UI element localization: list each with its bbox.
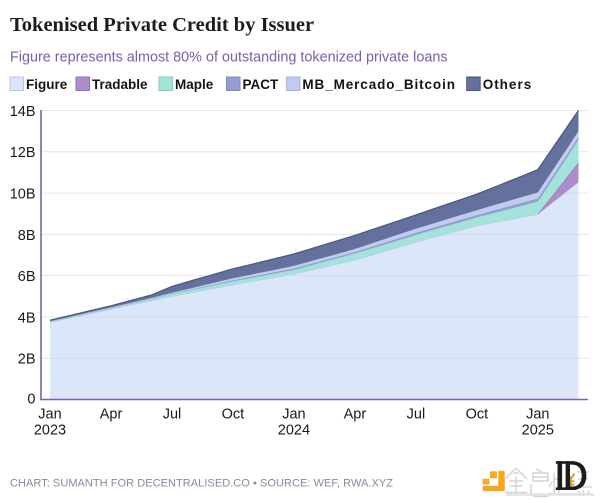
svg-text:2B: 2B xyxy=(18,352,36,368)
svg-text:6B: 6B xyxy=(18,269,36,285)
svg-text:2025: 2025 xyxy=(522,423,554,439)
svg-text:12B: 12B xyxy=(10,145,36,161)
svg-text:Jul: Jul xyxy=(163,407,182,423)
svg-text:4B: 4B xyxy=(18,310,36,326)
svg-text:Oct: Oct xyxy=(222,407,245,423)
svg-text:Oct: Oct xyxy=(466,407,489,423)
svg-text:2024: 2024 xyxy=(278,423,310,439)
svg-text:Jul: Jul xyxy=(407,407,426,423)
svg-text:Maple: Maple xyxy=(175,77,214,92)
svg-text:Jan: Jan xyxy=(526,407,549,423)
svg-text:Tokenised Private Credit by Is: Tokenised Private Credit by Issuer xyxy=(10,14,314,36)
svg-text:Figure: Figure xyxy=(26,77,68,92)
svg-text:Tradable: Tradable xyxy=(92,77,148,92)
svg-text:10B: 10B xyxy=(10,187,36,203)
svg-text:Apr: Apr xyxy=(100,407,123,423)
svg-text:0: 0 xyxy=(27,392,35,408)
svg-text:Figure represents almost 80% o: Figure represents almost 80% of outstand… xyxy=(10,50,448,66)
svg-text:Jan: Jan xyxy=(38,407,61,423)
svg-text:2023: 2023 xyxy=(34,423,66,439)
svg-text:CHART: SUMANTH FOR DECENTRALIS: CHART: SUMANTH FOR DECENTRALISED.CO • SO… xyxy=(10,478,393,490)
svg-text:Apr: Apr xyxy=(344,407,367,423)
svg-text:MB_Mercado_Bitcoin: MB_Mercado_Bitcoin xyxy=(302,77,455,92)
svg-text:14B: 14B xyxy=(10,104,36,120)
svg-text:Others: Others xyxy=(483,77,533,92)
svg-text:PACT: PACT xyxy=(243,77,280,92)
svg-text:Jan: Jan xyxy=(282,407,305,423)
svg-text:8B: 8B xyxy=(18,228,36,244)
